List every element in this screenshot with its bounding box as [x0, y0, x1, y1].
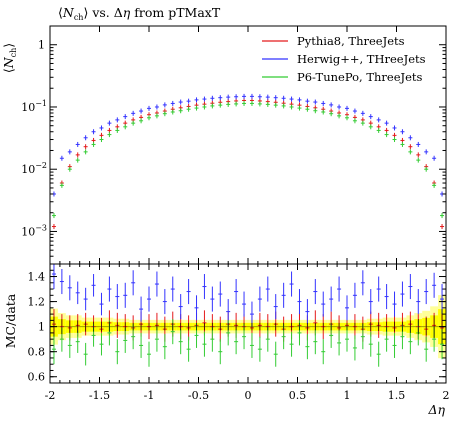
ratio-y-tick-label: 0.8 [28, 346, 46, 359]
x-tick-label: 0 [245, 389, 252, 402]
x-tick-label: 1.5 [388, 389, 406, 402]
ratio-y-axis-label: MC/data [3, 293, 18, 348]
legend-label-pythia8: Pythia8, ThreeJets [297, 34, 405, 48]
x-tick-label: -1.5 [89, 389, 110, 402]
ratio-y-tick-label: 0.6 [28, 371, 46, 384]
y-axis-label: ⟨Nch⟩ [1, 43, 18, 73]
chart-title: ⟨Nch⟩ vs. Δη from pTMaxT [58, 5, 221, 22]
legend-label-herwig: Herwig++, THreeJets [297, 52, 426, 66]
y-tick-label: 10−1 [21, 99, 47, 114]
ratio-y-tick-label: 1.2 [28, 296, 46, 309]
x-tick-label: -1 [144, 389, 155, 402]
x-axis-label: Δη [427, 402, 445, 417]
series-markers [51, 93, 445, 367]
x-tick-label: 0.5 [289, 389, 307, 402]
axis-ticks: -2 -1.5 -1 -0.5 0 0.5 1 1.5 2 1 10−1 10−2 10−3 0.6 0.8… [21, 25, 450, 402]
ratio-y-tick-label: 1.4 [28, 271, 46, 284]
x-tick-label: 1 [344, 389, 351, 402]
legend: Pythia8, ThreeJets Herwig++, THreeJets P… [262, 34, 426, 84]
y-tick-label: 10−3 [21, 223, 47, 238]
y-tick-label: 1 [38, 39, 45, 52]
x-tick-label: -2 [45, 389, 56, 402]
y-tick-label: 10−2 [21, 161, 47, 176]
legend-label-p6: P6-TunePo, ThreeJets [297, 70, 423, 84]
x-tick-label: -0.5 [188, 389, 209, 402]
ratio-y-tick-label: 1 [38, 321, 45, 334]
x-tick-label: 2 [443, 389, 450, 402]
